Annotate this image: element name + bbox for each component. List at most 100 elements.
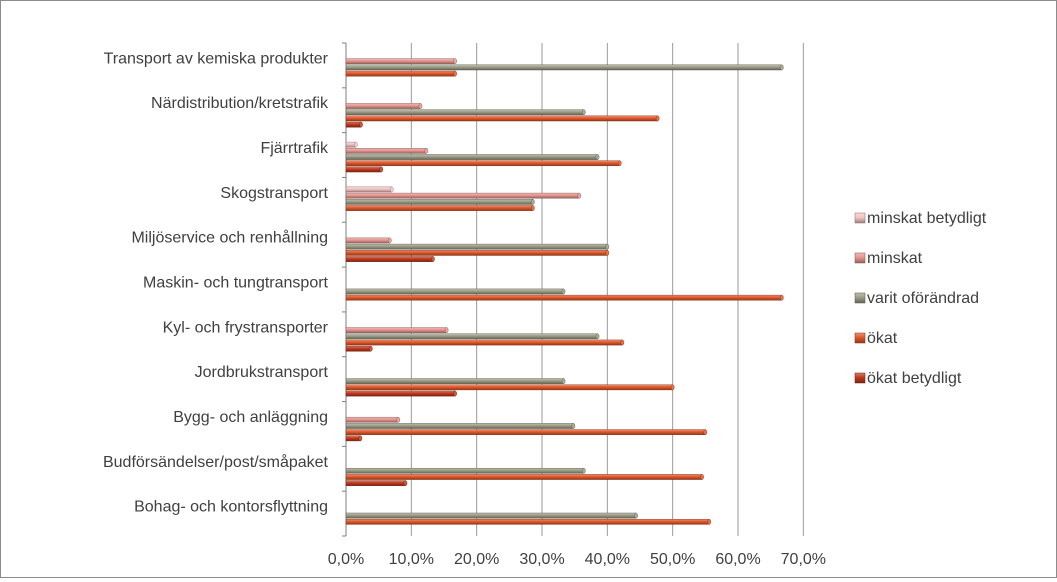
bar — [346, 238, 390, 243]
bar — [346, 103, 420, 108]
y-category-label: Bohag- och kontorsflyttning — [134, 499, 328, 516]
bar — [346, 289, 564, 294]
y-category-label: Skogstransport — [220, 185, 328, 202]
y-category-label: Maskin- och tungtransport — [143, 275, 329, 292]
legend-label: ökat betydligt — [867, 370, 962, 387]
bar — [346, 250, 607, 255]
y-category-label: Jordbrukstransport — [195, 364, 329, 381]
x-tick-label: 10,0% — [389, 551, 434, 568]
bar — [346, 474, 702, 479]
bar-cap — [671, 385, 674, 390]
y-category-label: Närdistribution/kretstrafik — [151, 95, 329, 112]
y-category-label: Transport av kemiska produkter — [104, 50, 329, 67]
bar-cap — [404, 481, 407, 486]
bar — [346, 65, 782, 70]
bar — [346, 116, 658, 121]
bar — [346, 385, 673, 390]
bar-cap — [618, 161, 621, 166]
bar-cap — [454, 59, 457, 64]
bar-cap — [606, 250, 609, 255]
legend-swatch — [855, 253, 865, 263]
legend-label: minskat betydligt — [867, 210, 987, 227]
bar-cap — [531, 205, 534, 210]
bar — [346, 244, 607, 249]
bar — [346, 148, 426, 153]
bar-cap — [596, 154, 599, 159]
bar-cap — [531, 199, 534, 204]
bar — [346, 167, 381, 172]
x-tick-label: 70,0% — [781, 551, 826, 568]
y-category-label: Bygg- och anläggning — [173, 409, 328, 426]
bar-cap — [582, 468, 585, 473]
x-tick-label: 30,0% — [519, 551, 564, 568]
bar-cap — [359, 122, 362, 127]
bar — [346, 334, 598, 339]
bar-cap — [359, 436, 362, 441]
x-tick-label: 60,0% — [715, 551, 760, 568]
bar — [346, 417, 398, 422]
bar — [346, 122, 361, 127]
bar — [346, 295, 782, 300]
bar — [346, 71, 455, 76]
x-tick-label: 20,0% — [454, 551, 499, 568]
legend-label: varit oförändrad — [867, 290, 979, 307]
bar — [346, 436, 360, 441]
bar — [346, 391, 455, 396]
bar-cap — [582, 110, 585, 115]
legend-swatch — [855, 373, 865, 383]
bar — [346, 513, 636, 518]
x-tick-label: 50,0% — [650, 551, 695, 568]
y-category-label: Fjärrtrafik — [260, 140, 329, 157]
legend-swatch — [855, 293, 865, 303]
bar-cap — [380, 167, 383, 172]
bar-cap — [708, 519, 711, 524]
bar-cap — [445, 328, 448, 333]
bar-cap — [656, 116, 659, 121]
bar-cap — [388, 238, 391, 243]
bar-cap — [704, 430, 707, 435]
legend-swatch — [855, 213, 865, 223]
x-tick-label: 0,0% — [328, 551, 364, 568]
bar-cap — [578, 193, 581, 198]
bar — [346, 199, 533, 204]
legend-label: minskat — [867, 250, 923, 267]
bar — [346, 187, 392, 192]
bar-cap — [369, 346, 372, 351]
bar-cap — [397, 417, 400, 422]
legend-swatch — [855, 333, 865, 343]
bar-cap — [780, 65, 783, 70]
bar — [346, 340, 622, 345]
bar — [346, 193, 579, 198]
bar-cap — [390, 187, 393, 192]
bar — [346, 481, 405, 486]
bar — [346, 468, 584, 473]
bar — [346, 430, 705, 435]
x-tick-label: 40,0% — [585, 551, 630, 568]
bar — [346, 59, 455, 64]
bar-cap — [621, 340, 624, 345]
bar-cap — [780, 295, 783, 300]
bar — [346, 328, 447, 333]
bar — [346, 379, 564, 384]
bar-cap — [419, 103, 422, 108]
bar-cap — [431, 256, 434, 261]
y-category-label: Budförsändelser/post/småpaket — [103, 453, 329, 471]
bar-cap — [354, 142, 357, 147]
bar-cap — [700, 474, 703, 479]
bar-cap — [634, 513, 637, 518]
bar — [346, 205, 533, 210]
bar-cap — [454, 391, 457, 396]
bar-cap — [572, 423, 575, 428]
bar-cap — [454, 71, 457, 76]
legend-label: ökat — [867, 330, 898, 347]
bar-cap — [606, 244, 609, 249]
bar — [346, 161, 620, 166]
bar — [346, 519, 709, 524]
y-category-label: Kyl- och frystransporter — [163, 319, 329, 336]
bar-cap — [425, 148, 428, 153]
bar — [346, 256, 433, 261]
bar-cap — [596, 334, 599, 339]
bar-cap — [562, 379, 565, 384]
